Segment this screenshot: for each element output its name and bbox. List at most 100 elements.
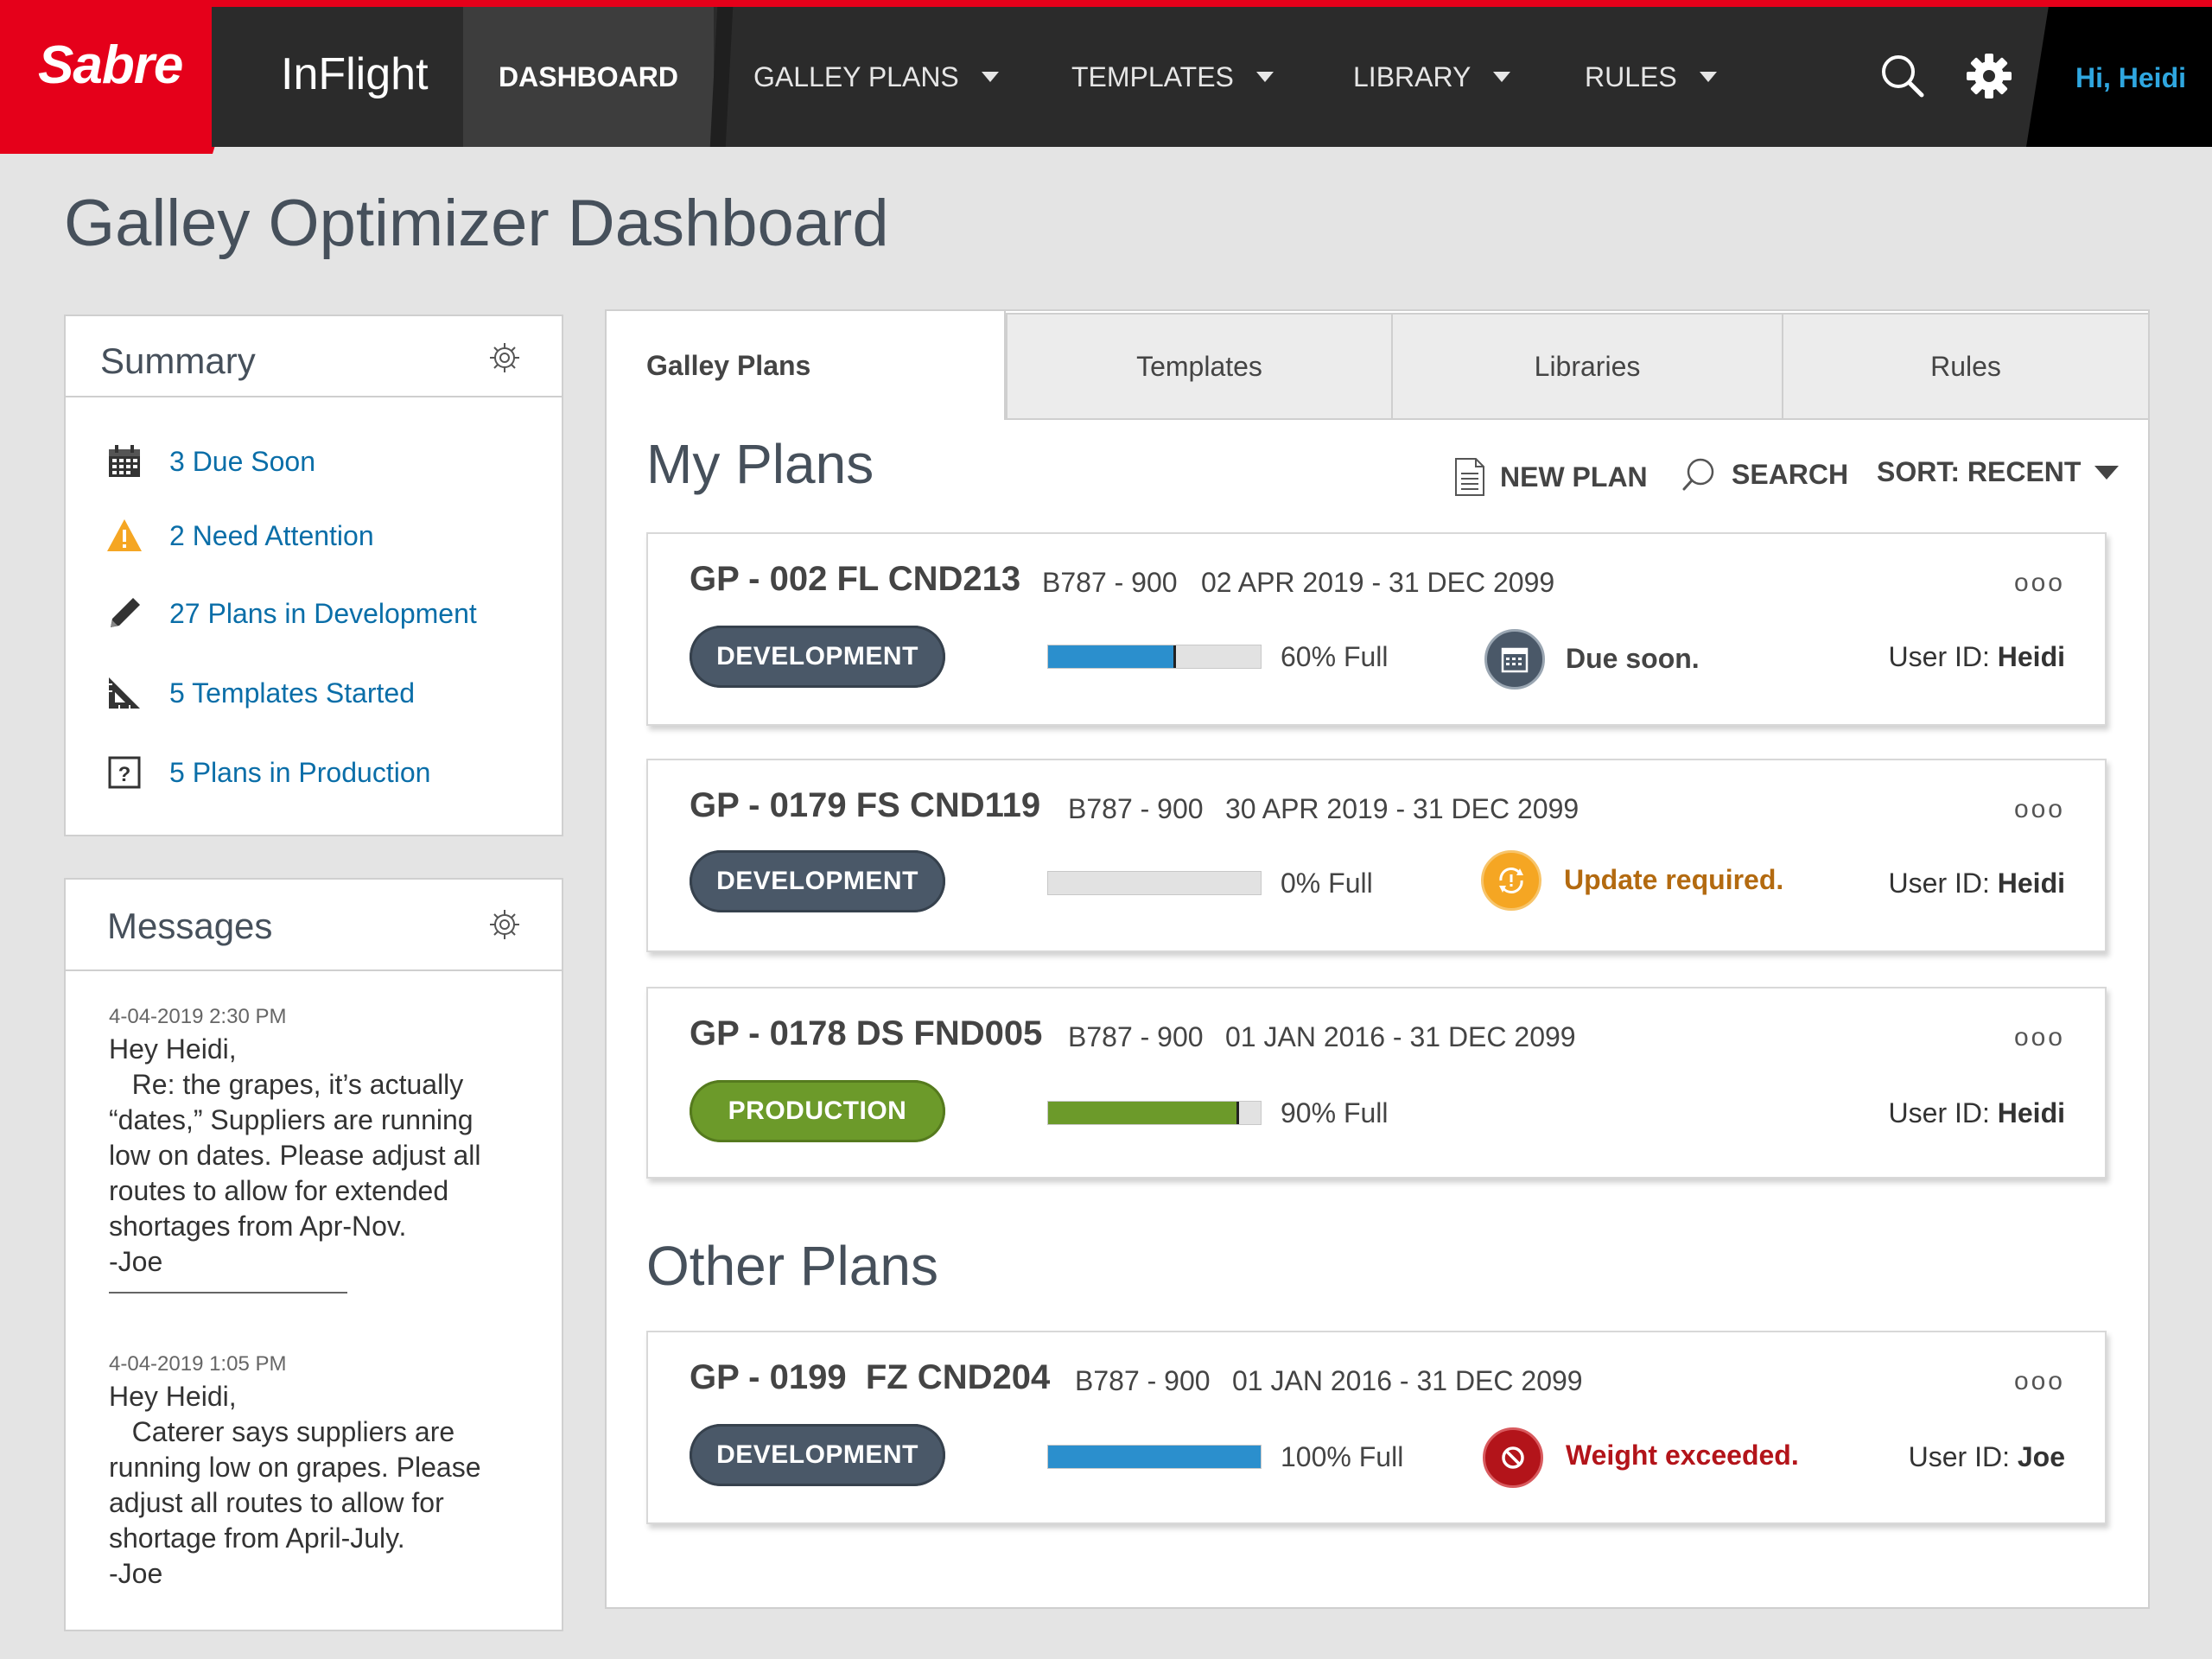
plan-code: GP - 0199 FZ CND204 <box>690 1358 1051 1396</box>
plan-card[interactable]: GP - 0199 FZ CND204 B787 - 900 01 JAN 20… <box>646 1331 2107 1524</box>
status-badge: DEVELOPMENT <box>690 1424 945 1486</box>
message-line: adjust all routes to allow for <box>109 1487 444 1518</box>
more-options-icon[interactable]: ooo <box>2013 795 2065 823</box>
nav-dashboard-label: DASHBOARD <box>499 60 678 92</box>
plan-alert-text: Due soon. <box>1566 643 1700 674</box>
message-line: running low on grapes. Please <box>109 1452 481 1483</box>
status-badge: DEVELOPMENT <box>690 850 945 912</box>
message-timestamp: 4-04-2019 2:30 PM <box>109 1005 287 1028</box>
message-line: shortages from Apr-Nov. <box>109 1211 407 1242</box>
user-id-label: User ID: <box>1888 641 1990 672</box>
message-line: -Joe <box>109 1246 163 1277</box>
search-icon[interactable] <box>1877 50 1929 102</box>
nav-galley-plans-label: GALLEY PLANS <box>753 60 959 92</box>
gear-icon[interactable] <box>1963 50 2015 102</box>
product-label: InFlight <box>281 49 429 99</box>
new-plan-label: NEW PLAN <box>1500 461 1648 493</box>
other-plans-title: Other Plans <box>646 1235 938 1297</box>
calendar-icon <box>109 445 140 477</box>
search-button[interactable]: SEARCH <box>1681 456 1848 493</box>
plan-aircraft: B787 - 900 <box>1042 567 1178 598</box>
plan-user: User ID: Heidi <box>1889 641 2065 673</box>
tab-galley-plans[interactable]: Galley Plans <box>605 309 1006 420</box>
user-id-value: Heidi <box>1997 1097 2065 1128</box>
plan-card[interactable]: GP - 002 FL CND213 B787 - 900 02 APR 201… <box>646 532 2107 726</box>
settings-gear-icon[interactable] <box>487 340 522 375</box>
more-options-icon[interactable]: ooo <box>2013 1367 2065 1395</box>
settings-gear-icon[interactable] <box>487 907 522 942</box>
nav-galley-plans[interactable]: GALLEY PLANS <box>753 7 999 147</box>
summary-panel: Summary 3 Due Soon 2 Need Attentio <box>64 315 563 836</box>
message-line: -Joe <box>109 1558 163 1589</box>
summary-due-soon[interactable]: 3 Due Soon <box>105 442 315 480</box>
capacity-bar <box>1047 1445 1262 1469</box>
summary-plans-production-label: 5 Plans in Production <box>169 756 431 788</box>
capacity-bar-fill <box>1048 1446 1261 1468</box>
message-line: routes to allow for extended <box>109 1175 449 1206</box>
nav-library[interactable]: LIBRARY <box>1353 7 1511 147</box>
nav-templates[interactable]: TEMPLATES <box>1071 7 1274 147</box>
more-options-icon[interactable]: ooo <box>2013 1023 2065 1052</box>
question-icon: ? <box>108 756 141 789</box>
capacity-label: 0% Full <box>1281 868 1373 899</box>
message-item[interactable]: 4-04-2019 2:30 PM Hey Heidi, Re: the gra… <box>109 1002 515 1294</box>
search-icon <box>1682 458 1714 491</box>
update-required-icon <box>1481 850 1541 911</box>
message-line: Hey Heidi, <box>109 1381 237 1412</box>
product-name: InFlight <box>212 7 471 147</box>
user-id-label: User ID: <box>1888 1097 1990 1128</box>
plan-code: GP - 002 FL CND213 <box>690 560 1021 598</box>
calendar-icon <box>1484 629 1545 690</box>
plan-alert-text: Update required. <box>1564 864 1784 895</box>
plan-card[interactable]: GP - 0178 DS FND005 B787 - 900 01 JAN 20… <box>646 987 2107 1179</box>
capacity-bar-fill <box>1048 645 1176 668</box>
plan-aircraft: B787 - 900 <box>1075 1365 1211 1396</box>
message-line: shortage from April-July. <box>109 1522 405 1554</box>
sort-dropdown[interactable]: SORT: RECENT <box>1877 456 2120 488</box>
chevron-down-icon <box>1255 72 1274 82</box>
message-line: Re: the grapes, it’s actually <box>109 1069 464 1100</box>
message-line: low on dates. Please adjust all <box>109 1140 481 1171</box>
summary-plans-development[interactable]: 27 Plans in Development <box>105 594 477 632</box>
summary-title: Summary <box>100 340 256 381</box>
user-id-value: Heidi <box>1997 868 2065 899</box>
tab-rules[interactable]: Rules <box>1782 313 2150 420</box>
summary-due-soon-label: 3 Due Soon <box>169 445 316 477</box>
tab-templates[interactable]: Templates <box>1006 313 1393 420</box>
user-id-label: User ID: <box>1888 868 1990 899</box>
chevron-down-icon <box>2094 465 2120 480</box>
nav-templates-label: TEMPLATES <box>1071 60 1234 92</box>
top-nav-bar: Sabre InFlight DASHBOARD GALLEY PLANS TE… <box>0 0 2212 154</box>
message-item[interactable]: 4-04-2019 1:05 PM Hey Heidi, Caterer say… <box>109 1350 515 1592</box>
capacity-label: 60% Full <box>1281 641 1389 672</box>
document-icon <box>1455 458 1484 496</box>
summary-templates-started[interactable]: 5 Templates Started <box>105 674 415 712</box>
message-timestamp: 4-04-2019 1:05 PM <box>109 1352 287 1376</box>
user-greeting: Hi, Heidi <box>2075 62 2186 93</box>
summary-need-attention[interactable]: 2 Need Attention <box>105 517 374 555</box>
nav-rules[interactable]: RULES <box>1585 7 1717 147</box>
my-plans-title: My Plans <box>646 433 874 495</box>
capacity-bar <box>1047 1101 1262 1125</box>
new-plan-button[interactable]: NEW PLAN <box>1453 456 1648 498</box>
pencil-icon <box>111 598 140 627</box>
plan-aircraft: B787 - 900 <box>1068 1021 1204 1052</box>
nav-dashboard[interactable]: DASHBOARD <box>463 7 714 147</box>
plan-code: GP - 0178 DS FND005 <box>690 1014 1043 1052</box>
capacity-label: 90% Full <box>1281 1097 1389 1128</box>
nav-rules-label: RULES <box>1585 60 1677 92</box>
more-options-icon[interactable]: ooo <box>2013 569 2065 597</box>
plan-user: User ID: Heidi <box>1889 868 2065 899</box>
tab-libraries[interactable]: Libraries <box>1391 313 1783 420</box>
user-menu[interactable]: Hi, Heidi <box>2026 7 2212 147</box>
plan-code: GP - 0179 FS CND119 <box>690 786 1041 824</box>
message-line: Caterer says suppliers are <box>109 1416 455 1447</box>
capacity-bar-fill <box>1048 1102 1240 1124</box>
plan-card[interactable]: GP - 0179 FS CND119 B787 - 900 30 APR 20… <box>646 759 2107 952</box>
plan-dates: 01 JAN 2016 - 31 DEC 2099 <box>1225 1021 1576 1052</box>
summary-plans-production[interactable]: ? 5 Plans in Production <box>105 753 430 791</box>
status-badge: PRODUCTION <box>690 1080 945 1142</box>
capacity-bar <box>1047 871 1262 895</box>
warning-icon <box>107 519 142 551</box>
plan-aircraft: B787 - 900 <box>1068 793 1204 824</box>
